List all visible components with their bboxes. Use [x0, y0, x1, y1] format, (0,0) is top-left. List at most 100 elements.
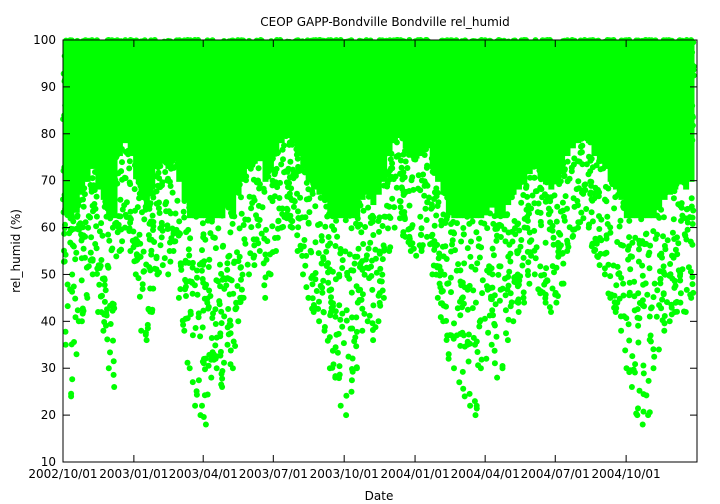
data-point: [157, 133, 164, 140]
data-point: [82, 219, 89, 226]
data-point: [603, 122, 610, 129]
data-point: [551, 192, 558, 199]
data-point: [217, 93, 224, 100]
data-point: [417, 187, 424, 194]
data-point: [215, 225, 222, 232]
data-point: [519, 178, 526, 185]
data-point: [431, 222, 438, 229]
data-point: [635, 258, 642, 265]
data-point: [120, 96, 127, 103]
data-point: [437, 170, 444, 177]
data-point: [588, 155, 595, 162]
data-point: [574, 105, 581, 112]
data-point: [467, 122, 474, 129]
data-point: [509, 238, 516, 245]
data-band: [138, 40, 145, 200]
data-point-min: [526, 280, 533, 287]
data-point: [163, 199, 170, 206]
data-band: [133, 40, 140, 180]
data-point: [276, 195, 283, 201]
data-point: [628, 57, 634, 63]
data-point: [290, 203, 297, 210]
data-point: [406, 233, 413, 240]
data-point: [207, 230, 214, 237]
data-point: [622, 151, 629, 158]
data-point: [384, 111, 391, 117]
data-point: [389, 174, 396, 180]
data-point: [607, 273, 614, 280]
data-band: [499, 40, 506, 219]
data-point: [127, 208, 134, 215]
data-point: [243, 78, 250, 85]
data-point: [313, 74, 320, 80]
data-point: [460, 178, 467, 184]
data-point: [622, 183, 629, 190]
data-point: [271, 148, 278, 155]
data-point: [635, 290, 642, 297]
data-point: [290, 96, 297, 103]
data-point: [225, 253, 232, 260]
data-point: [625, 321, 632, 328]
data-point: [626, 234, 633, 241]
data-point: [671, 284, 678, 291]
data-point: [379, 223, 386, 229]
data-point: [578, 43, 585, 50]
data-point-min: [100, 327, 107, 334]
data-point: [481, 131, 488, 137]
data-point: [286, 174, 293, 181]
data-point: [356, 53, 363, 60]
data-point: [624, 143, 631, 150]
data-point: [477, 62, 484, 69]
data-point: [403, 67, 409, 74]
data-point: [523, 135, 530, 142]
data-point: [644, 78, 651, 85]
data-point: [492, 109, 499, 116]
data-point: [317, 88, 324, 95]
data-point: [553, 85, 560, 92]
data-point: [404, 165, 411, 171]
data-point: [298, 122, 305, 129]
data-point-min: [569, 233, 576, 240]
data-point: [628, 51, 634, 58]
data-point: [575, 178, 582, 185]
data-point: [464, 306, 471, 313]
data-point: [329, 268, 336, 275]
data-point: [152, 155, 159, 162]
data-point: [298, 77, 305, 83]
data-point: [131, 186, 138, 193]
data-point: [62, 328, 69, 335]
data-point: [116, 98, 122, 105]
data-point: [493, 237, 500, 244]
data-point: [135, 54, 142, 61]
data-point: [78, 277, 85, 284]
data-point: [223, 91, 230, 98]
data-point: [184, 59, 191, 66]
data-point: [368, 119, 374, 126]
data-point: [330, 303, 336, 310]
data-point: [457, 210, 464, 216]
data-point: [182, 276, 189, 283]
data-point: [498, 110, 505, 116]
data-point: [228, 37, 235, 44]
data-point-min: [68, 393, 75, 400]
data-point: [319, 108, 326, 115]
data-point: [469, 305, 476, 312]
data-point: [83, 175, 90, 182]
data-point: [531, 174, 538, 181]
data-point: [354, 188, 361, 195]
data-point: [82, 254, 88, 261]
data-point: [648, 202, 655, 209]
data-point: [505, 273, 512, 280]
data-point: [94, 155, 101, 162]
data-point: [503, 73, 510, 80]
data-point: [67, 198, 74, 204]
data-point: [362, 81, 369, 88]
data-point: [88, 188, 95, 195]
data-point: [573, 55, 580, 62]
data-point: [241, 236, 248, 243]
data-point: [410, 245, 417, 252]
data-point: [397, 204, 404, 211]
data-point: [543, 265, 550, 272]
data-point: [536, 167, 543, 174]
data-point: [626, 279, 633, 286]
